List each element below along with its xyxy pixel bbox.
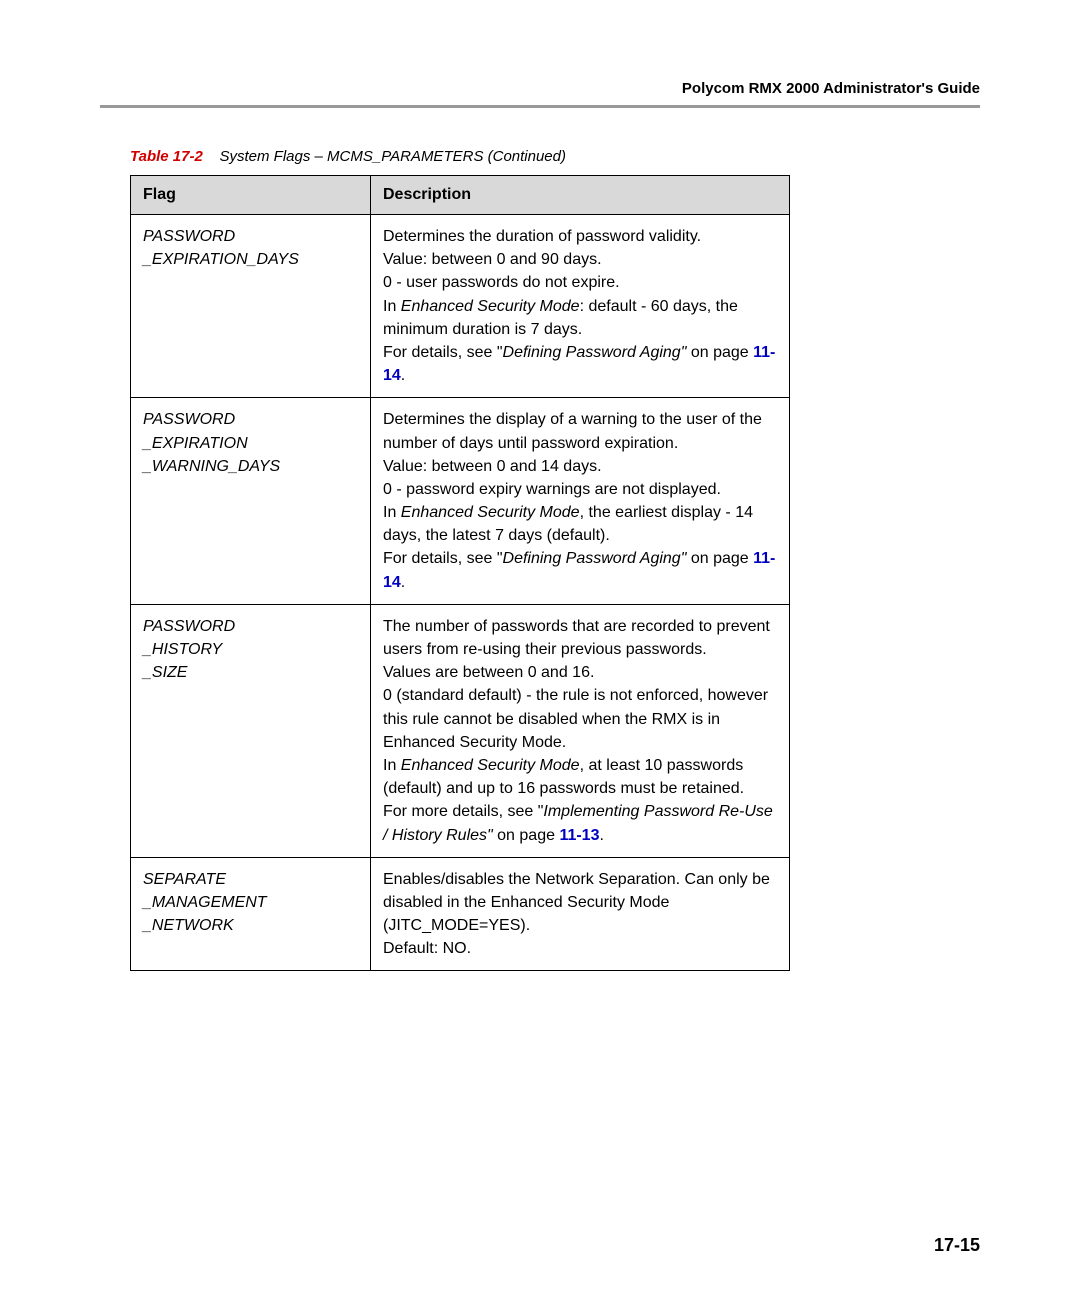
text-italic: Defining Password Aging" bbox=[503, 550, 687, 567]
text: Determines the duration of password vali… bbox=[383, 228, 701, 245]
text: on page bbox=[686, 550, 753, 567]
text: 0 - user passwords do not expire. bbox=[383, 274, 620, 291]
flag-line: PASSWORD bbox=[143, 618, 235, 635]
text: For details, see " bbox=[383, 344, 503, 361]
page-container: Polycom RMX 2000 Administrator's Guide T… bbox=[0, 0, 1080, 1011]
flag-description: Enables/disables the Network Separation.… bbox=[371, 857, 790, 971]
col-header-flag: Flag bbox=[131, 176, 371, 215]
caption-prefix: Table 17-2 bbox=[130, 148, 203, 165]
text-italic: Enhanced Security Mode bbox=[401, 504, 580, 521]
flag-line: PASSWORD bbox=[143, 228, 235, 245]
text: on page bbox=[686, 344, 753, 361]
text-italic: Defining Password Aging" bbox=[503, 344, 687, 361]
flag-line: PASSWORD bbox=[143, 411, 235, 428]
text: Determines the display of a warning to t… bbox=[383, 411, 762, 451]
flag-line: SEPARATE bbox=[143, 871, 226, 888]
flags-table: Flag Description PASSWORD _EXPIRATION_DA… bbox=[130, 175, 790, 971]
text: For details, see " bbox=[383, 550, 503, 567]
text: The number of passwords that are recorde… bbox=[383, 618, 770, 658]
table-row: PASSWORD _EXPIRATION_DAYS Determines the… bbox=[131, 215, 790, 398]
text: For more details, see " bbox=[383, 803, 543, 820]
flag-description: Determines the display of a warning to t… bbox=[371, 398, 790, 605]
flag-description: Determines the duration of password vali… bbox=[371, 215, 790, 398]
flag-line: _EXPIRATION_DAYS bbox=[143, 251, 299, 268]
page-ref-link[interactable]: 11-13 bbox=[559, 827, 599, 844]
table-caption: Table 17-2 System Flags – MCMS_PARAMETER… bbox=[130, 148, 980, 165]
table-row: PASSWORD _EXPIRATION _WARNING_DAYS Deter… bbox=[131, 398, 790, 605]
flag-name: PASSWORD _EXPIRATION _WARNING_DAYS bbox=[131, 398, 371, 605]
flag-name: PASSWORD _EXPIRATION_DAYS bbox=[131, 215, 371, 398]
header-rule bbox=[100, 105, 980, 108]
table-header-row: Flag Description bbox=[131, 176, 790, 215]
table-row: SEPARATE _MANAGEMENT _NETWORK Enables/di… bbox=[131, 857, 790, 971]
header-guide-title: Polycom RMX 2000 Administrator's Guide bbox=[100, 80, 980, 97]
flag-description: The number of passwords that are recorde… bbox=[371, 604, 790, 857]
flag-line: _WARNING_DAYS bbox=[143, 458, 280, 475]
text: In bbox=[383, 298, 401, 315]
text: Value: between 0 and 14 days. bbox=[383, 458, 602, 475]
text: In bbox=[383, 504, 401, 521]
text: Value: between 0 and 90 days. bbox=[383, 251, 602, 268]
text-italic: Enhanced Security Mode bbox=[401, 757, 580, 774]
text-italic: Enhanced Security Mode bbox=[401, 298, 580, 315]
flag-line: _MANAGEMENT bbox=[143, 894, 267, 911]
flag-line: _NETWORK bbox=[143, 917, 234, 934]
flag-name: SEPARATE _MANAGEMENT _NETWORK bbox=[131, 857, 371, 971]
text: on page bbox=[493, 827, 560, 844]
text: In bbox=[383, 757, 401, 774]
text: . bbox=[401, 367, 405, 384]
flag-line: _HISTORY bbox=[143, 641, 222, 658]
flag-name: PASSWORD _HISTORY _SIZE bbox=[131, 604, 371, 857]
text: 0 - password expiry warnings are not dis… bbox=[383, 481, 721, 498]
flag-line: _EXPIRATION bbox=[143, 435, 248, 452]
text: . bbox=[599, 827, 603, 844]
page-number: 17-15 bbox=[934, 1235, 980, 1256]
text: . bbox=[401, 574, 405, 591]
col-header-description: Description bbox=[371, 176, 790, 215]
caption-title: System Flags – MCMS_PARAMETERS (Continue… bbox=[220, 148, 567, 165]
text: Values are between 0 and 16. bbox=[383, 664, 594, 681]
text: Default: NO. bbox=[383, 940, 471, 957]
flag-line: _SIZE bbox=[143, 664, 187, 681]
table-row: PASSWORD _HISTORY _SIZE The number of pa… bbox=[131, 604, 790, 857]
text: 0 (standard default) - the rule is not e… bbox=[383, 687, 768, 750]
text: Enables/disables the Network Separation.… bbox=[383, 871, 770, 934]
